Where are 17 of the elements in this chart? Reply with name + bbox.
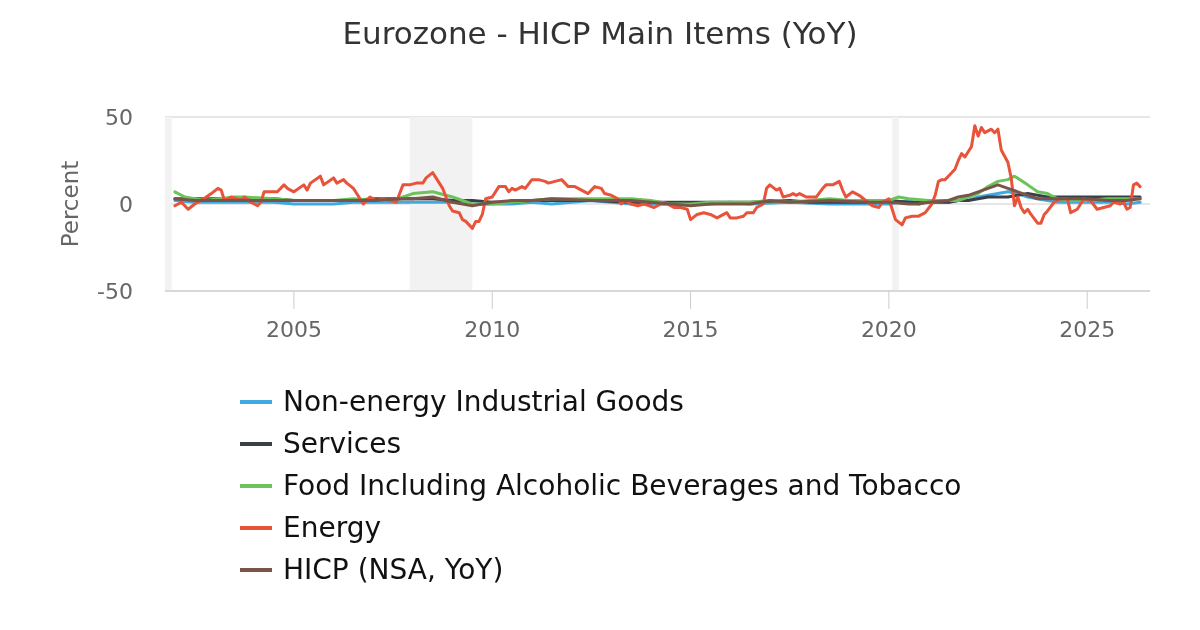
x-tick-label: 2015 <box>662 316 719 342</box>
chart-title: Eurozone - HICP Main Items (YoY) <box>341 14 859 53</box>
y-tick-label: 50 <box>105 104 133 130</box>
y-tick-label: 0 <box>119 191 133 217</box>
x-tick-label: 2010 <box>464 316 521 342</box>
x-tick-label: 2020 <box>860 316 917 342</box>
legend-label: Food Including Alcoholic Beverages and Tobacco <box>283 469 962 503</box>
line-series <box>173 124 1142 230</box>
x-tick-label: 2005 <box>265 316 322 342</box>
y-axis-title: Percent <box>57 160 83 248</box>
legend-label: HICP (NSA, YoY) <box>283 553 504 587</box>
x-tick-label: 2025 <box>1059 316 1116 342</box>
legend-label: Non-energy Industrial Goods <box>283 385 684 419</box>
line-series <box>173 183 1142 208</box>
y-tick-label: -50 <box>97 278 133 304</box>
legend-label: Energy <box>283 511 382 545</box>
legend-label: Services <box>283 427 402 461</box>
